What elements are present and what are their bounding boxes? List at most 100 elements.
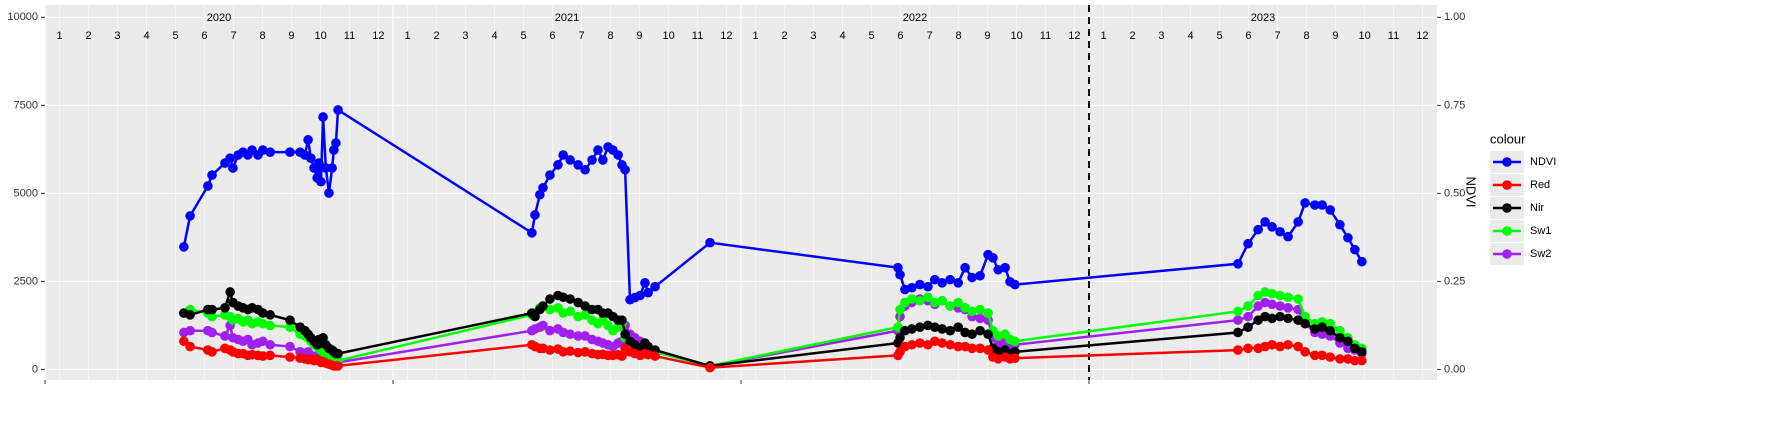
- point: [598, 155, 608, 165]
- point: [1335, 219, 1345, 230]
- point: [545, 325, 555, 336]
- point: [613, 150, 623, 160]
- point: [318, 112, 328, 122]
- point: [983, 345, 993, 355]
- legend-key-point: [1502, 157, 1512, 167]
- y2-tick-label: 1.00: [1444, 11, 1465, 23]
- y-tick-label: 10000: [7, 11, 38, 23]
- point: [953, 322, 963, 332]
- month-label: 4: [840, 30, 846, 42]
- point: [179, 336, 189, 347]
- point: [930, 322, 940, 332]
- point: [1310, 324, 1320, 334]
- month-label: 1: [57, 30, 63, 42]
- point: [1357, 256, 1367, 267]
- point: [930, 336, 940, 347]
- point: [1335, 332, 1345, 343]
- legend-label: Nir: [1530, 202, 1544, 214]
- point: [975, 325, 985, 336]
- month-label: 12: [372, 30, 384, 42]
- point: [1300, 347, 1310, 357]
- month-label: 1: [405, 30, 411, 42]
- month-label: 10: [314, 30, 326, 42]
- legend-key-point: [1502, 249, 1512, 259]
- point: [1325, 318, 1335, 329]
- point: [1335, 354, 1345, 364]
- month-label: 10: [662, 30, 674, 42]
- point: [225, 287, 235, 297]
- point: [1300, 198, 1310, 208]
- point: [1267, 222, 1277, 232]
- point: [930, 274, 940, 285]
- point: [988, 253, 998, 263]
- point: [937, 295, 947, 306]
- point: [1283, 339, 1293, 350]
- point: [538, 320, 548, 331]
- point: [1243, 322, 1253, 332]
- point: [185, 310, 195, 320]
- month-label: 11: [344, 30, 355, 42]
- point: [915, 338, 925, 348]
- point: [953, 297, 963, 308]
- month-label: 2: [433, 30, 439, 42]
- point: [1267, 299, 1277, 310]
- point: [1275, 301, 1285, 311]
- point: [895, 269, 905, 280]
- point: [1243, 238, 1253, 249]
- point: [225, 153, 235, 163]
- point: [620, 329, 630, 340]
- point: [1267, 339, 1277, 350]
- month-label: 9: [984, 30, 990, 42]
- point: [538, 301, 548, 311]
- point: [907, 339, 917, 350]
- point: [1243, 301, 1253, 311]
- point: [907, 294, 917, 304]
- point: [285, 322, 295, 332]
- point: [185, 325, 195, 336]
- point: [303, 135, 313, 145]
- point: [207, 347, 217, 357]
- y-tick-label: 0: [32, 363, 38, 375]
- point: [1343, 336, 1353, 347]
- point: [967, 272, 977, 283]
- point: [593, 145, 603, 155]
- point: [258, 145, 268, 155]
- point: [1293, 341, 1303, 352]
- point: [573, 331, 583, 341]
- month-label: 10: [1358, 30, 1370, 42]
- month-label: 8: [1303, 30, 1309, 42]
- point: [1283, 231, 1293, 242]
- point: [1010, 279, 1020, 290]
- y-tick-label: 7500: [14, 99, 38, 111]
- legend-label: NDVI: [1530, 156, 1556, 168]
- point: [650, 351, 660, 361]
- point: [207, 304, 217, 315]
- month-label: 8: [259, 30, 265, 42]
- year-label: 2022: [903, 12, 927, 24]
- point: [1233, 327, 1243, 338]
- point: [1233, 259, 1243, 269]
- year-label: 2020: [207, 12, 231, 24]
- point: [1233, 345, 1243, 355]
- point: [1233, 315, 1243, 325]
- month-label: 12: [1416, 30, 1428, 42]
- month-label: 7: [579, 30, 585, 42]
- point: [285, 341, 295, 352]
- point: [967, 329, 977, 340]
- point: [220, 303, 230, 313]
- point: [1317, 350, 1327, 361]
- point: [945, 301, 955, 311]
- month-label: 8: [607, 30, 613, 42]
- month-label: 2: [781, 30, 787, 42]
- point: [258, 308, 268, 318]
- year-label: 2023: [1251, 12, 1275, 24]
- month-label: 10: [1010, 30, 1022, 42]
- legend-key-point: [1502, 226, 1512, 236]
- point: [1275, 311, 1285, 322]
- point: [258, 318, 268, 329]
- legend-key-point: [1502, 203, 1512, 213]
- point: [285, 352, 295, 362]
- point: [306, 153, 316, 163]
- month-label: 3: [1158, 30, 1164, 42]
- point: [967, 306, 977, 317]
